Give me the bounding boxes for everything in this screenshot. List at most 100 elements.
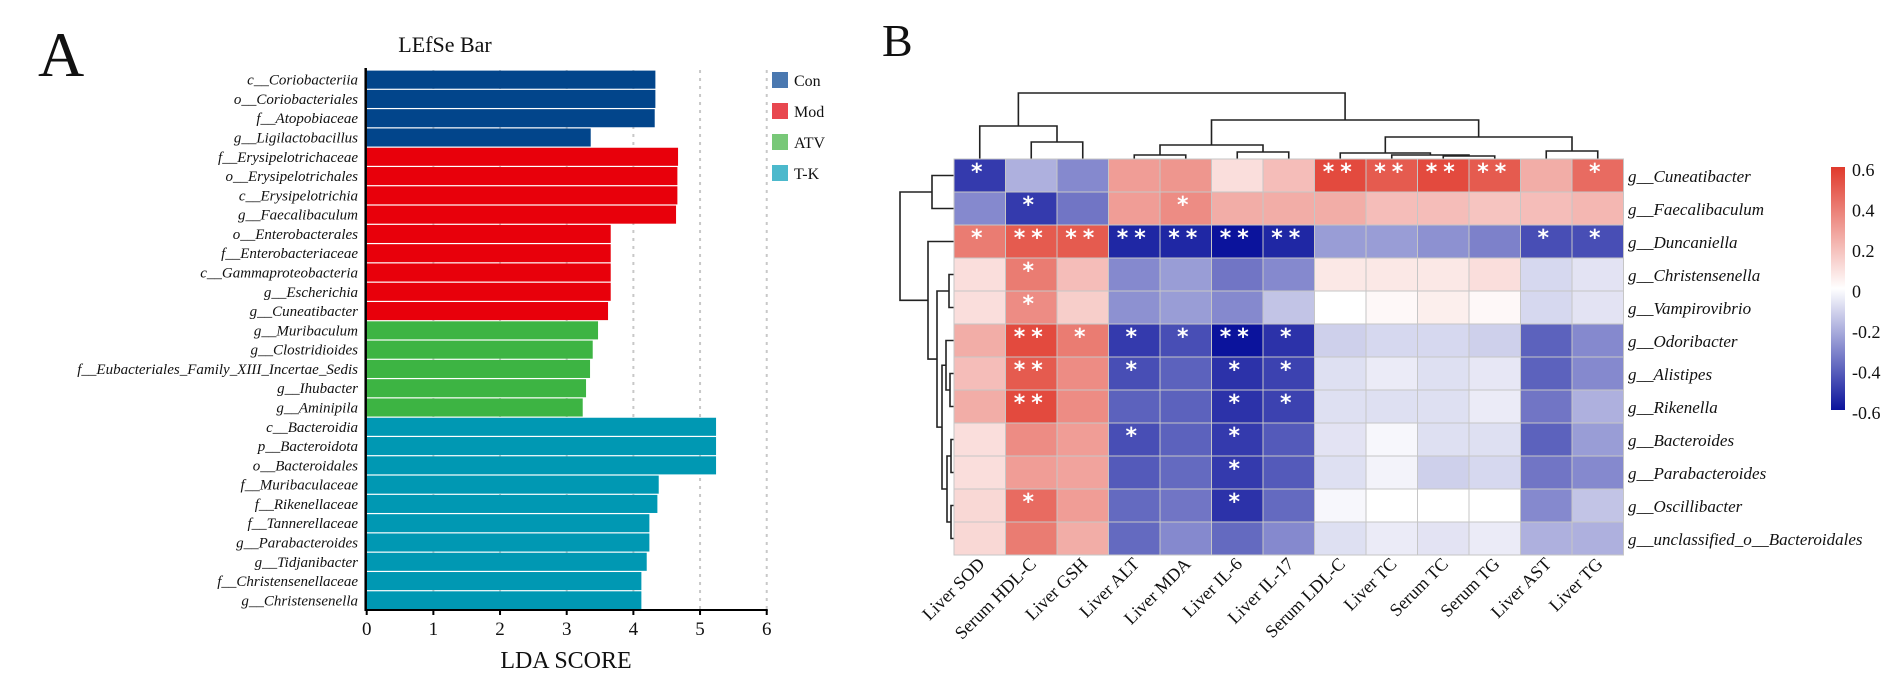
heatmap-cell bbox=[1520, 191, 1573, 226]
heatmap-cell bbox=[1571, 191, 1624, 226]
heatmap-cell bbox=[1365, 455, 1418, 490]
heatmap-cell bbox=[1005, 521, 1058, 556]
bar bbox=[366, 437, 717, 456]
heatmap-cell bbox=[1108, 455, 1161, 490]
bar bbox=[366, 147, 679, 166]
heatmap-cell bbox=[1314, 323, 1367, 358]
bar-label: c__Erysipelotrichia bbox=[239, 188, 358, 204]
significance-mark: * bbox=[1125, 358, 1143, 383]
bar-label: c__Bacteroidia bbox=[266, 420, 358, 436]
bar bbox=[366, 572, 642, 591]
bar bbox=[366, 70, 656, 89]
significance-mark: ** bbox=[1220, 226, 1255, 251]
legend-swatch bbox=[772, 134, 788, 150]
bar-label: o__Erysipelotrichales bbox=[226, 169, 359, 185]
row-label: g__Faecalibaculum bbox=[1628, 200, 1764, 219]
heatmap-cell bbox=[1314, 158, 1367, 193]
x-tick-label: 1 bbox=[429, 619, 439, 640]
heatmap-cell bbox=[1108, 356, 1161, 391]
significance-mark: * bbox=[1228, 358, 1246, 383]
colorbar-tick-label: 0 bbox=[1852, 282, 1861, 302]
row-label: g__Rikenella bbox=[1628, 398, 1718, 417]
heatmap-cell bbox=[1056, 422, 1109, 457]
heatmap-cell bbox=[1468, 356, 1521, 391]
bar bbox=[366, 379, 587, 398]
heatmap-cell bbox=[1262, 191, 1315, 226]
bar-label: g__Aminipila bbox=[276, 401, 358, 417]
heatmap-cell bbox=[953, 224, 1006, 259]
significance-mark: * bbox=[1125, 325, 1143, 350]
significance-mark: * bbox=[1022, 292, 1040, 317]
bar-label: f__Enterobacteriaceae bbox=[221, 246, 358, 262]
dendrogram-branch bbox=[1236, 151, 1290, 159]
legend: Con Mod ATV T-K bbox=[772, 72, 826, 183]
heatmap-cell bbox=[1314, 422, 1367, 457]
colorbar-tick-label: -0.4 bbox=[1852, 363, 1881, 383]
heatmap-cell bbox=[1417, 257, 1470, 292]
heatmap-cell bbox=[1005, 224, 1058, 259]
heatmap-cell bbox=[1108, 290, 1161, 325]
heatmap-cell bbox=[1211, 257, 1264, 292]
bar bbox=[366, 552, 647, 571]
heatmap-cell bbox=[1314, 455, 1367, 490]
heatmap-cell bbox=[1005, 455, 1058, 490]
heatmap-cell bbox=[1571, 257, 1624, 292]
heatmap-cell bbox=[1468, 521, 1521, 556]
heatmap-cell bbox=[1262, 257, 1315, 292]
heatmap-cell bbox=[1417, 158, 1470, 193]
bar-label: f__Muribaculaceae bbox=[241, 478, 359, 494]
heatmap-cell bbox=[1520, 356, 1573, 391]
bar-label: g__Tidjanibacter bbox=[255, 555, 359, 571]
bar bbox=[366, 475, 659, 494]
bar bbox=[366, 224, 611, 243]
heatmap-cell bbox=[1314, 257, 1367, 292]
bar-label: g__Christensenella bbox=[241, 593, 358, 609]
heatmap-cell bbox=[1108, 488, 1161, 523]
heatmap-cell bbox=[1520, 257, 1573, 292]
heatmap-cell bbox=[1056, 290, 1109, 325]
chart-title: LEfSe Bar bbox=[398, 32, 492, 57]
heatmap-cell bbox=[1056, 356, 1109, 391]
legend-label: Con bbox=[794, 73, 821, 90]
heatmap-cell bbox=[1468, 191, 1521, 226]
x-tick-label: 4 bbox=[629, 619, 639, 640]
heatmap-cell bbox=[1159, 257, 1212, 292]
row-label: g__Christensenella bbox=[1628, 266, 1760, 285]
heatmap-cell bbox=[1417, 191, 1470, 226]
colorbar-tick-label: 0.4 bbox=[1852, 201, 1875, 221]
row-label: g__Oscillibacter bbox=[1628, 497, 1743, 516]
significance-mark: * bbox=[1280, 358, 1298, 383]
significance-mark: * bbox=[1074, 325, 1092, 350]
bar-label: p__Bacteroidota bbox=[257, 439, 358, 455]
heatmap-cell bbox=[1211, 224, 1264, 259]
row-label: g__Bacteroides bbox=[1628, 431, 1734, 450]
significance-mark: ** bbox=[1014, 325, 1049, 350]
significance-mark: * bbox=[1589, 160, 1607, 185]
significance-mark: ** bbox=[1168, 226, 1203, 251]
heatmap-cell bbox=[1365, 488, 1418, 523]
heatmap-cell bbox=[1571, 488, 1624, 523]
row-label: g__Duncaniella bbox=[1628, 233, 1738, 252]
significance-mark: * bbox=[1280, 391, 1298, 416]
significance-mark: * bbox=[1228, 490, 1246, 515]
heatmap-cell bbox=[1365, 290, 1418, 325]
bar-label: o__Bacteroidales bbox=[253, 458, 358, 474]
colorbar-tick-label: -0.2 bbox=[1852, 322, 1881, 342]
heatmap-cell bbox=[953, 191, 1006, 226]
dendrogram-branch bbox=[899, 191, 932, 302]
bar bbox=[366, 186, 678, 205]
heatmap-cell bbox=[1005, 323, 1058, 358]
heatmap-cell bbox=[1365, 356, 1418, 391]
heatmap-cell bbox=[1056, 191, 1109, 226]
significance-mark: ** bbox=[1477, 160, 1512, 185]
significance-mark: * bbox=[1022, 490, 1040, 515]
bar bbox=[366, 263, 611, 282]
heatmap-cell bbox=[1211, 521, 1264, 556]
heatmap-cell bbox=[1108, 323, 1161, 358]
x-axis-label: LDA SCORE bbox=[500, 648, 631, 674]
heatmap-cell bbox=[1005, 290, 1058, 325]
heatmap-cell bbox=[1314, 389, 1367, 424]
heatmap-cell bbox=[1314, 521, 1367, 556]
heatmap-cell bbox=[1520, 455, 1573, 490]
bar bbox=[366, 340, 593, 359]
